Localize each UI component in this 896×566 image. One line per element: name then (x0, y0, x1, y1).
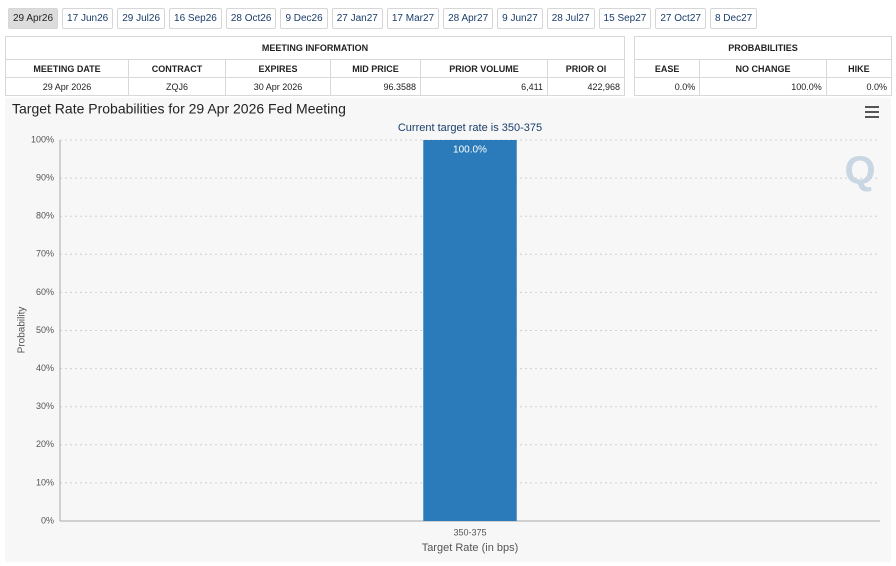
column-header: HIKE (825, 59, 893, 78)
column-header: EASE (633, 59, 701, 78)
table-cell: 422,968 (547, 77, 625, 96)
table-cell: 0.0% (633, 77, 701, 96)
column-header: MEETING DATE (5, 59, 129, 78)
y-tick-label: 20% (36, 439, 54, 449)
column-header: EXPIRES (225, 59, 331, 78)
meeting-tab[interactable]: 28 Oct26 (225, 8, 277, 29)
y-tick-label: 100% (31, 134, 54, 144)
meeting-tab[interactable]: 9 Dec26 (280, 8, 328, 29)
meeting-tab[interactable]: 16 Sep26 (169, 8, 222, 29)
menu-bar[interactable] (865, 116, 879, 118)
meeting-tab[interactable]: 29 Apr26 (8, 8, 59, 29)
y-tick-label: 0% (41, 515, 54, 525)
y-tick-label: 70% (36, 249, 54, 259)
meeting-tab[interactable]: 28 Apr27 (443, 8, 494, 29)
header-row: MEETING INFORMATION (5, 36, 625, 60)
table-cell: 100.0% (699, 77, 827, 96)
menu-bar[interactable] (865, 111, 879, 113)
y-tick-label: 40% (36, 363, 54, 373)
meeting-tab[interactable]: 27 Jan27 (331, 8, 383, 29)
y-tick-label: 50% (36, 325, 54, 335)
column-row: EASE NO CHANGE HIKE (633, 59, 893, 78)
y-tick-label: 10% (36, 477, 54, 487)
watermark: Q (844, 149, 875, 193)
y-tick-label: 60% (36, 287, 54, 297)
data-row: 0.0% 100.0% 0.0% (633, 77, 893, 96)
meeting-table: MEETING INFORMATION MEETING DATE CONTRACT E… (5, 36, 625, 96)
y-tick-label: 80% (36, 211, 54, 221)
menu-bar[interactable] (865, 106, 879, 108)
table-title: MEETING INFORMATION (5, 36, 625, 60)
table-cell: ZQJ6 (128, 77, 226, 96)
meeting-tab[interactable]: 9 Jun27 (497, 8, 543, 29)
meeting-tab[interactable]: 17 Jun26 (62, 8, 114, 29)
meeting-tab[interactable]: 15 Sep27 (598, 8, 652, 29)
column-header: NO CHANGE (699, 59, 827, 78)
column-row: MEETING DATE CONTRACT EXPIRES MID PRICE PRIO… (5, 59, 625, 78)
x-tick-label: 350-375 (453, 527, 486, 537)
data-row: 29 Apr 2026 ZQJ6 30 Apr 2026 96.3588 6,411 42… (5, 77, 625, 96)
table-cell: 29 Apr 2026 (5, 77, 129, 96)
bar (423, 140, 517, 521)
table-cell: 6,411 (420, 77, 548, 96)
tab-bar: 29 Apr26 17 Jun26 29 Jul26 16 Sep26 28 Oct26… (8, 8, 758, 29)
column-header: PRIOR OI (547, 59, 625, 78)
table-cell: 96.3588 (330, 77, 421, 96)
y-tick-label: 30% (36, 401, 54, 411)
meeting-tab[interactable]: 8 Dec27 (709, 8, 758, 29)
column-header: MID PRICE (330, 59, 421, 78)
column-header: CONTRACT (128, 59, 226, 78)
meeting-tab[interactable]: 28 Jul27 (546, 8, 595, 29)
meeting-tab[interactable]: 29 Jul26 (117, 8, 166, 29)
data-label: 100.0% (453, 145, 487, 156)
table-cell: 0.0% (825, 77, 893, 96)
header-row: PROBABILITIES (634, 36, 892, 60)
x-axis-title: Target Rate (in bps) (422, 542, 519, 554)
table-title: PROBABILITIES (634, 36, 892, 60)
menu-button[interactable] (865, 106, 879, 118)
table-cell: 30 Apr 2026 (225, 77, 331, 96)
meeting-tab[interactable]: 17 Mar27 (386, 8, 440, 29)
chart-subtitle: Current target rate is 350-375 (398, 122, 542, 134)
meeting-tab[interactable]: 27 Oct27 (655, 8, 706, 29)
probabilities-table: PROBABILITIES EASE NO CHANGE HIKE 0.0% 100.0%… (633, 36, 893, 96)
y-axis-title: Probability (17, 307, 28, 354)
y-tick-label: 90% (36, 172, 54, 182)
chart: Target Rate Probabilities for 29 Apr 202… (5, 98, 891, 562)
chart-title: Target Rate Probabilities for 29 Apr 202… (12, 101, 346, 117)
column-header: PRIOR VOLUME (420, 59, 548, 78)
